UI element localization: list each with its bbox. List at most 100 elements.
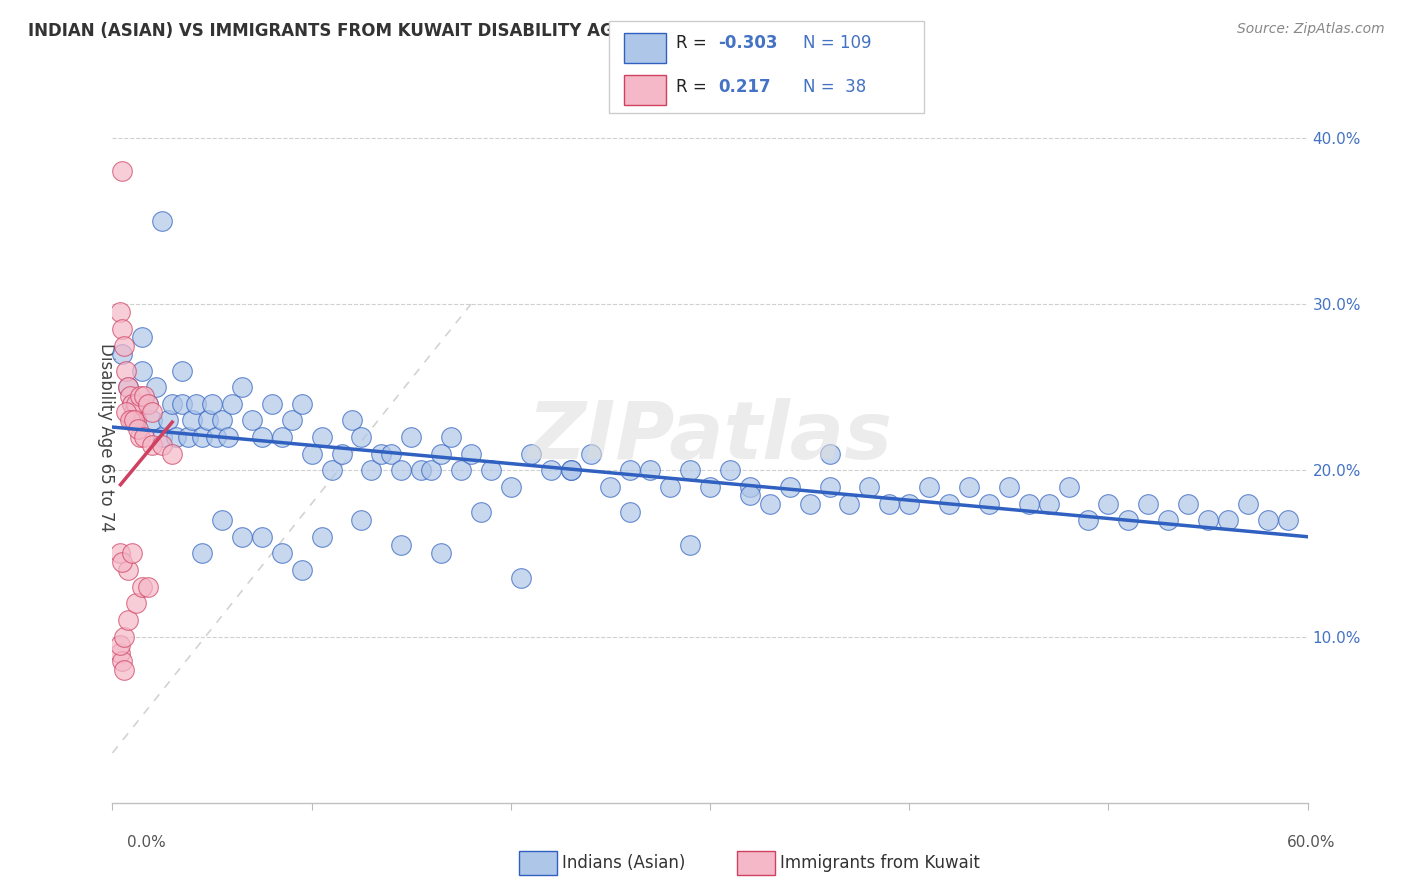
Point <box>129 388 152 402</box>
Point <box>131 580 153 594</box>
Point <box>1257 513 1279 527</box>
Point <box>250 530 273 544</box>
Y-axis label: Disability Age 65 to 74: Disability Age 65 to 74 <box>97 343 114 532</box>
Point <box>117 563 139 577</box>
Point <box>738 488 761 502</box>
Point <box>121 397 143 411</box>
Point <box>125 397 148 411</box>
Point <box>401 430 423 444</box>
Point <box>311 530 333 544</box>
Point <box>114 338 135 352</box>
Point <box>250 430 273 444</box>
Point <box>201 397 224 411</box>
Text: Indians (Asian): Indians (Asian) <box>562 854 686 871</box>
Point <box>129 430 152 444</box>
Point <box>134 388 156 402</box>
Point <box>499 480 522 494</box>
Point <box>114 630 135 644</box>
Point <box>619 463 641 477</box>
Point <box>1197 513 1219 527</box>
Point <box>111 322 134 336</box>
Point <box>162 397 183 411</box>
Text: N = 109: N = 109 <box>803 34 872 52</box>
Point <box>1216 513 1239 527</box>
Point <box>291 397 314 411</box>
Point <box>110 638 132 652</box>
Point <box>330 447 353 461</box>
Point <box>172 397 194 411</box>
Point <box>918 480 941 494</box>
Point <box>121 397 143 411</box>
Text: 0.0%: 0.0% <box>127 836 166 850</box>
Point <box>699 480 721 494</box>
Text: 60.0%: 60.0% <box>1288 836 1336 850</box>
Point <box>540 463 562 477</box>
Point <box>460 447 482 461</box>
Point <box>311 430 333 444</box>
Point <box>125 596 148 610</box>
Point <box>560 463 582 477</box>
Point <box>211 413 233 427</box>
Point <box>599 480 621 494</box>
Point <box>138 397 160 411</box>
Point <box>125 413 148 427</box>
Point <box>138 580 160 594</box>
Point <box>231 530 253 544</box>
Point <box>450 463 472 477</box>
Point <box>818 480 841 494</box>
Point <box>389 463 412 477</box>
Point <box>117 613 139 627</box>
Point <box>121 413 143 427</box>
Point <box>1157 513 1180 527</box>
Point <box>898 497 921 511</box>
Point <box>186 397 208 411</box>
Point <box>191 546 214 560</box>
Point <box>440 430 463 444</box>
Point <box>380 447 402 461</box>
Point <box>110 646 132 660</box>
Point <box>145 380 167 394</box>
Point <box>679 538 702 552</box>
Point <box>1237 497 1260 511</box>
Point <box>150 430 173 444</box>
Point <box>1018 497 1040 511</box>
Point <box>131 363 153 377</box>
Point <box>879 497 901 511</box>
Text: 0.217: 0.217 <box>718 78 770 96</box>
Point <box>430 447 453 461</box>
Point <box>111 655 134 669</box>
Point <box>211 513 233 527</box>
Text: Immigrants from Kuwait: Immigrants from Kuwait <box>780 854 980 871</box>
Point <box>141 438 163 452</box>
Point <box>165 430 187 444</box>
Point <box>718 463 741 477</box>
Point <box>231 380 253 394</box>
Point <box>640 463 662 477</box>
Point <box>221 397 243 411</box>
Point <box>818 447 841 461</box>
Point <box>124 413 146 427</box>
Point <box>150 438 173 452</box>
Point <box>114 663 135 677</box>
Point <box>340 413 363 427</box>
Point <box>141 413 163 427</box>
Point <box>579 447 602 461</box>
Point <box>1077 513 1099 527</box>
Point <box>1137 497 1160 511</box>
Point <box>420 463 443 477</box>
Point <box>115 363 138 377</box>
Point <box>799 497 821 511</box>
Point <box>177 430 200 444</box>
Point <box>134 430 156 444</box>
Point <box>121 546 143 560</box>
Point <box>150 214 173 228</box>
Point <box>127 422 149 436</box>
Point <box>411 463 433 477</box>
Point <box>977 497 1000 511</box>
Point <box>141 405 163 419</box>
Point <box>350 513 373 527</box>
Point <box>321 463 343 477</box>
Point <box>470 505 492 519</box>
Point <box>117 380 139 394</box>
Point <box>1177 497 1199 511</box>
